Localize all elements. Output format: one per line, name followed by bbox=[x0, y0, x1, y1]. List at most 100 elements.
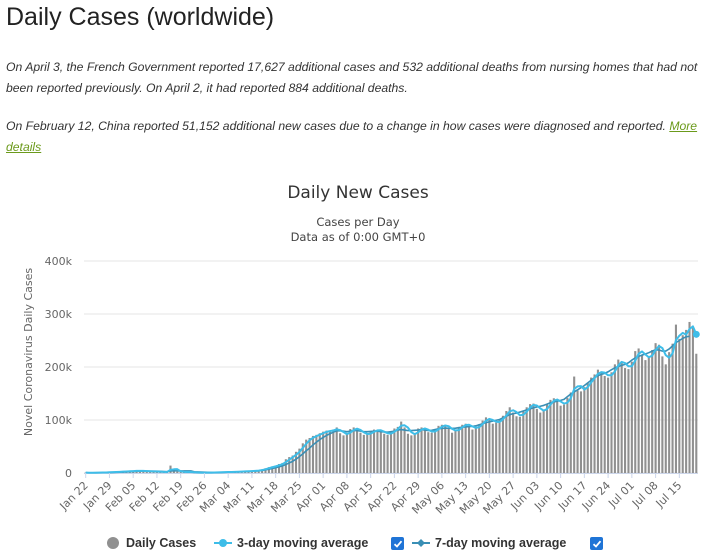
daily-cases-bar[interactable] bbox=[640, 354, 644, 473]
daily-cases-bar[interactable] bbox=[583, 387, 586, 473]
daily-cases-bar[interactable] bbox=[318, 433, 321, 473]
daily-cases-bar[interactable] bbox=[454, 430, 457, 473]
daily-cases-bar[interactable] bbox=[308, 438, 311, 473]
daily-cases-bar[interactable] bbox=[685, 329, 688, 473]
legend-7day-average[interactable]: 7-day moving average bbox=[412, 536, 566, 550]
daily-cases-bar[interactable] bbox=[542, 410, 545, 473]
daily-cases-bar[interactable] bbox=[467, 425, 471, 473]
daily-cases-bar[interactable] bbox=[573, 376, 576, 473]
daily-cases-bar[interactable] bbox=[372, 429, 376, 473]
daily-cases-bar[interactable] bbox=[179, 471, 182, 473]
daily-cases-bar[interactable] bbox=[515, 416, 518, 473]
daily-cases-bar[interactable] bbox=[451, 432, 454, 473]
daily-cases-bar[interactable] bbox=[257, 470, 260, 473]
daily-cases-bar[interactable] bbox=[518, 416, 521, 473]
daily-cases-bar[interactable] bbox=[315, 434, 318, 473]
daily-cases-bar[interactable] bbox=[668, 352, 671, 473]
daily-cases-bar[interactable] bbox=[339, 433, 342, 473]
daily-cases-bar[interactable] bbox=[634, 351, 637, 473]
daily-cases-bar[interactable] bbox=[267, 467, 270, 473]
daily-cases-bar[interactable] bbox=[356, 429, 359, 473]
daily-cases-bar[interactable] bbox=[464, 423, 467, 473]
daily-cases-bar[interactable] bbox=[495, 422, 498, 473]
daily-cases-bar[interactable] bbox=[491, 423, 494, 473]
daily-cases-bar[interactable] bbox=[647, 356, 650, 473]
daily-cases-bar[interactable] bbox=[484, 417, 488, 473]
daily-cases-bar[interactable] bbox=[406, 433, 410, 473]
daily-cases-bar[interactable] bbox=[596, 369, 599, 473]
daily-cases-bar[interactable] bbox=[512, 412, 515, 473]
daily-cases-bar[interactable] bbox=[444, 425, 447, 473]
daily-cases-bar[interactable] bbox=[413, 433, 416, 473]
daily-cases-bar[interactable] bbox=[525, 407, 528, 473]
toggle-7day-checkbox[interactable] bbox=[590, 537, 603, 550]
daily-cases-bar[interactable] bbox=[488, 418, 491, 473]
daily-cases-bar[interactable] bbox=[142, 471, 145, 473]
daily-cases-bar[interactable] bbox=[549, 399, 552, 473]
daily-cases-bar[interactable] bbox=[654, 343, 657, 473]
daily-cases-bar[interactable] bbox=[393, 428, 396, 473]
daily-cases-bar[interactable] bbox=[671, 343, 674, 473]
daily-cases-bar[interactable] bbox=[590, 377, 593, 473]
daily-cases-bar[interactable] bbox=[427, 432, 430, 473]
daily-cases-bar[interactable] bbox=[345, 433, 348, 473]
toggle-3day-checkbox[interactable] bbox=[391, 537, 404, 550]
daily-cases-bar[interactable] bbox=[376, 430, 379, 473]
legend-daily-cases[interactable]: Daily Cases bbox=[107, 536, 196, 550]
daily-cases-bar[interactable] bbox=[498, 419, 501, 473]
daily-cases-bar[interactable] bbox=[437, 425, 440, 473]
daily-cases-bar[interactable] bbox=[145, 471, 148, 473]
daily-cases-bar[interactable] bbox=[508, 407, 511, 473]
daily-cases-bar[interactable] bbox=[613, 364, 616, 473]
daily-cases-bar[interactable] bbox=[176, 471, 179, 473]
daily-cases-bar[interactable] bbox=[630, 361, 633, 473]
daily-cases-bar[interactable] bbox=[389, 432, 393, 473]
daily-cases-bar[interactable] bbox=[535, 408, 538, 473]
daily-cases-bar[interactable] bbox=[620, 361, 623, 473]
daily-cases-bar[interactable] bbox=[688, 321, 691, 473]
daily-cases-bar[interactable] bbox=[610, 372, 613, 473]
daily-cases-bar[interactable] bbox=[529, 404, 532, 473]
daily-cases-bar[interactable] bbox=[172, 470, 175, 473]
daily-cases-bar[interactable] bbox=[369, 431, 372, 473]
daily-cases-bar[interactable] bbox=[651, 350, 654, 473]
daily-cases-bar[interactable] bbox=[410, 435, 413, 473]
daily-cases-bar[interactable] bbox=[332, 429, 335, 473]
daily-cases-bar[interactable] bbox=[325, 430, 328, 473]
daily-cases-bar[interactable] bbox=[691, 327, 694, 473]
daily-cases-bar[interactable] bbox=[566, 397, 569, 473]
legend-3day-average[interactable]: 3-day moving average bbox=[214, 536, 368, 550]
daily-cases-bar[interactable] bbox=[522, 410, 525, 473]
daily-cases-bar[interactable] bbox=[362, 434, 365, 473]
three-day-average-line[interactable] bbox=[85, 325, 698, 474]
daily-cases-bar[interactable] bbox=[461, 424, 464, 473]
daily-cases-bar[interactable] bbox=[288, 457, 291, 473]
daily-cases-bar[interactable] bbox=[84, 472, 87, 474]
daily-cases-bar[interactable] bbox=[532, 403, 535, 473]
daily-cases-bar[interactable] bbox=[457, 426, 460, 473]
daily-cases-bar[interactable] bbox=[607, 377, 610, 473]
daily-cases-bar[interactable] bbox=[359, 432, 362, 473]
daily-cases-bar[interactable] bbox=[284, 459, 287, 473]
daily-cases-bar[interactable] bbox=[281, 462, 284, 473]
daily-cases-bar[interactable] bbox=[471, 429, 474, 473]
daily-cases-bar[interactable] bbox=[661, 356, 664, 473]
daily-cases-bar[interactable] bbox=[576, 390, 579, 473]
daily-cases-bar[interactable] bbox=[657, 344, 661, 473]
daily-cases-bar[interactable] bbox=[278, 463, 281, 473]
three-day-average-endpoint[interactable] bbox=[692, 330, 700, 338]
daily-cases-bar[interactable] bbox=[420, 427, 423, 473]
daily-cases-bar[interactable] bbox=[379, 431, 382, 473]
daily-cases-bar[interactable] bbox=[335, 427, 338, 473]
daily-cases-bar[interactable] bbox=[481, 420, 484, 473]
daily-cases-bar[interactable] bbox=[586, 382, 589, 473]
daily-cases-bar[interactable] bbox=[271, 466, 274, 474]
daily-cases-bar[interactable] bbox=[328, 431, 331, 473]
daily-cases-bar[interactable] bbox=[501, 415, 504, 473]
daily-cases-bar[interactable] bbox=[383, 433, 386, 473]
daily-cases-bar[interactable] bbox=[617, 359, 620, 473]
daily-cases-bar[interactable] bbox=[695, 353, 698, 473]
daily-cases-bar[interactable] bbox=[274, 465, 277, 473]
daily-cases-bar[interactable] bbox=[434, 429, 437, 473]
daily-cases-bar[interactable] bbox=[400, 421, 403, 473]
